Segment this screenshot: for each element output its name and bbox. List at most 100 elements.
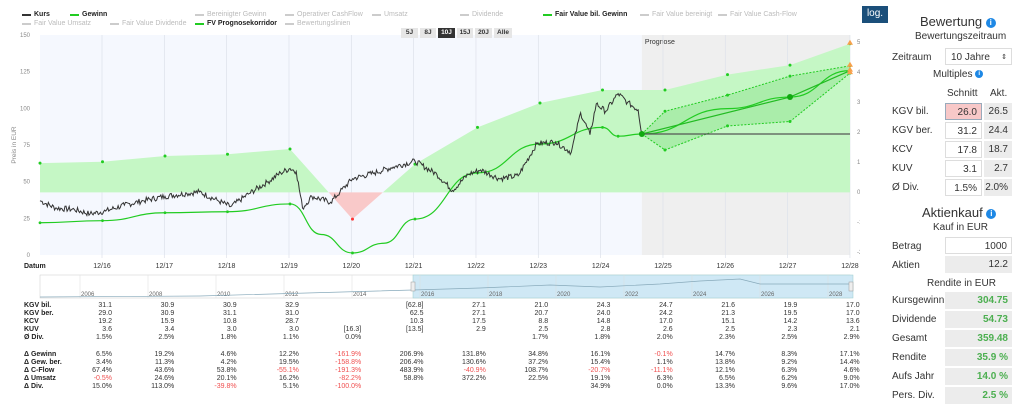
table-cell: 1.1% xyxy=(282,334,299,341)
table-cell: 27.1 xyxy=(472,310,486,317)
table-cell: 34.8% xyxy=(528,351,549,358)
table-cell: 2.1 xyxy=(849,326,860,333)
y-tick-label: 25 xyxy=(23,216,30,222)
table-cell: 30.9 xyxy=(160,310,175,317)
range-button-8J[interactable]: 8J xyxy=(420,28,436,38)
table-cell: -191.3% xyxy=(335,367,362,374)
fair-value-line-point xyxy=(601,126,604,129)
multiple-label: KGV bil. xyxy=(892,106,929,117)
zeitraum-heading: Bewertungszeitraum xyxy=(915,31,1007,42)
legend-swatch-icon xyxy=(70,13,79,16)
table-cell: 1.8% xyxy=(220,334,237,341)
legend-item[interactable]: FV Prognosekorridor xyxy=(195,20,277,27)
table-cell: 130.6% xyxy=(462,359,486,366)
x-tick-label: 12/25 xyxy=(654,263,672,270)
range-button-5J[interactable]: 5J xyxy=(401,28,418,38)
range-button-15J[interactable]: 15J xyxy=(457,28,473,38)
info-icon[interactable]: i xyxy=(986,208,997,219)
navigator-year-label: 2026 xyxy=(761,292,775,298)
legend-item[interactable]: Operativer CashFlow xyxy=(285,11,363,18)
table-cell: 9.0% xyxy=(843,375,860,382)
table-cell: 2.5% xyxy=(158,334,175,341)
table-cell: -0.1% xyxy=(654,351,673,358)
range-button-10J[interactable]: 10J xyxy=(438,28,455,38)
legend-item[interactable]: Fair Value bil. Gewinn xyxy=(543,11,627,18)
info-icon[interactable]: i xyxy=(985,17,996,28)
schnitt-input[interactable]: 31.2 xyxy=(945,122,982,139)
range-button-20J[interactable]: 20J xyxy=(475,28,492,38)
corridor-point xyxy=(726,124,729,128)
schnitt-input[interactable]: 17.8 xyxy=(945,141,982,158)
x-tick-label: 12/17 xyxy=(156,263,174,270)
legend-item[interactable]: Fair Value Cash-Flow xyxy=(718,11,797,18)
result-value: 2.5 % xyxy=(945,387,1012,404)
table-cell: 13.6 xyxy=(845,318,860,325)
legend-item[interactable]: Gewinn xyxy=(70,11,107,18)
result-value: 14.0 % xyxy=(945,368,1012,385)
fair-value-point xyxy=(226,152,229,156)
range-button-Alle[interactable]: Alle xyxy=(494,28,512,38)
legend-item[interactable]: Fair Value Dividende xyxy=(110,20,186,27)
navigator-handle-right[interactable] xyxy=(848,281,854,292)
akt-value: 24.4 xyxy=(984,122,1012,139)
info-icon[interactable]: i xyxy=(975,70,984,79)
corridor-point xyxy=(663,109,667,113)
navigator-handle-left[interactable] xyxy=(410,281,416,292)
table-cell: 1.8% xyxy=(594,334,611,341)
zeitraum-select[interactable]: 10 Jahre ⇕ xyxy=(945,48,1012,65)
log-scale-button[interactable]: log. xyxy=(862,6,888,23)
table-cell: 19.1% xyxy=(590,375,611,382)
legend-item[interactable]: Fair Value bereinigt xyxy=(640,11,712,18)
y-right-tick-label: 5 xyxy=(857,40,860,46)
legend-item[interactable]: Bewertungslinien xyxy=(285,20,350,27)
table-cell: 31.0 xyxy=(285,310,299,317)
result-value: 54.73 xyxy=(945,311,1012,328)
table-cell: [13.5] xyxy=(405,326,424,333)
forecast-target-icon xyxy=(847,61,853,67)
table-cell: 22.5% xyxy=(528,375,549,382)
table-cell: 0.0% xyxy=(345,334,362,341)
table-cell: 6.3% xyxy=(656,375,673,382)
zeitraum-value: 10 Jahre xyxy=(951,52,990,63)
table-cell: 16.1% xyxy=(590,351,611,358)
table-cell: -40.9% xyxy=(463,367,486,374)
table-row-label: KCV xyxy=(24,318,39,325)
legend-item[interactable]: Umsatz xyxy=(372,11,408,18)
table-cell: 17.0% xyxy=(839,383,860,390)
schnitt-input[interactable]: 1.5% xyxy=(945,179,982,196)
table-row-label: Δ Umsatz xyxy=(24,375,56,382)
table-cell: [62.8] xyxy=(405,302,424,309)
legend-item[interactable]: Bereinigter Gewinn xyxy=(195,11,267,18)
y-tick-label: 150 xyxy=(20,33,31,39)
legend-item[interactable]: Kurs xyxy=(22,11,50,18)
table-cell: -20.7% xyxy=(588,367,611,374)
table-cell: 108.7% xyxy=(524,367,549,374)
aktien-label: Aktien xyxy=(892,260,920,271)
schnitt-input[interactable]: 26.0 xyxy=(945,103,982,120)
legend-item[interactable]: Dividende xyxy=(460,11,503,18)
y-right-tick-label: 1 xyxy=(857,160,860,166)
schnitt-input[interactable]: 3.1 xyxy=(945,160,982,177)
y-right-tick-label: 3 xyxy=(857,100,860,106)
table-cell: 15.1 xyxy=(721,318,735,325)
fair-value-point xyxy=(601,88,604,92)
fair-value-line-point xyxy=(101,219,104,223)
betrag-input[interactable]: 1000 xyxy=(945,237,1012,254)
legend-swatch-icon xyxy=(22,22,31,25)
fv-corridor-upper-line xyxy=(641,65,851,135)
akt-value: 2.0% xyxy=(984,179,1012,196)
x-tick-label: 12/19 xyxy=(280,263,298,270)
kurs-line xyxy=(39,92,643,217)
result-label: Gesamt xyxy=(892,333,928,344)
fair-value-point xyxy=(101,160,104,164)
table-cell: 16.2% xyxy=(279,375,299,382)
table-cell: 131.8% xyxy=(462,351,486,358)
table-cell: 17.0 xyxy=(845,310,860,317)
x-tick-label: 12/16 xyxy=(93,263,111,270)
table-cell: 6.5% xyxy=(719,375,735,382)
legend-item[interactable]: Fair Value Umsatz xyxy=(22,20,91,27)
fair-value-point xyxy=(663,88,667,92)
table-cell: 0.0% xyxy=(656,383,673,390)
aktienkauf-title: Aktienkauf i xyxy=(922,205,997,220)
legend-label: Kurs xyxy=(34,11,50,18)
